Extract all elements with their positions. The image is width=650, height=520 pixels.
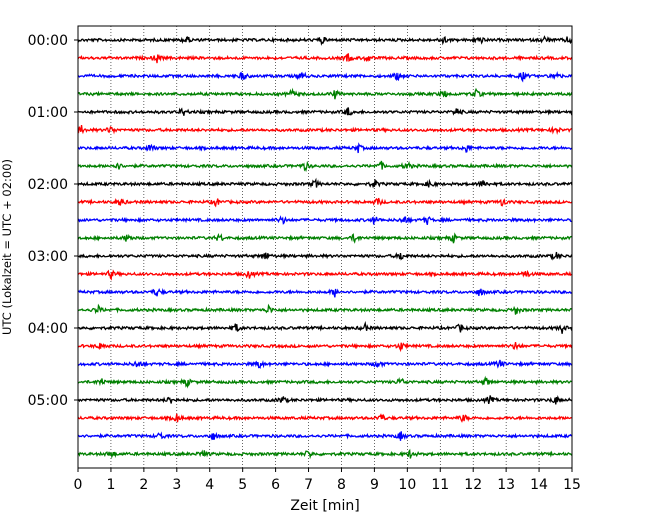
x-tick-label: 13 (497, 477, 515, 493)
seismogram-trace (77, 431, 573, 441)
y-tick-label: 02:00 (28, 177, 68, 193)
seismogram-trace (77, 269, 573, 281)
y-tick-label: 03:00 (28, 249, 68, 265)
seismogram-trace (77, 341, 573, 353)
seismogram-trace (77, 232, 573, 244)
seismogram-trace (77, 160, 573, 173)
seismogram-trace (77, 395, 573, 405)
seismogram-trace (77, 71, 573, 83)
seismogram-trace (77, 177, 573, 189)
y-tick-label: 01:00 (28, 105, 68, 121)
y-tick-label: 05:00 (28, 393, 68, 409)
x-tick-label: 6 (271, 477, 280, 493)
y-axis-ticks: 00:00 01:00 02:00 03:00 04:00 05:00 (28, 33, 78, 409)
x-tick-label: 11 (431, 477, 449, 493)
seismogram-trace (77, 215, 573, 225)
x-tick-label: 2 (139, 477, 148, 493)
x-tick-label: 15 (563, 477, 581, 493)
x-tick-label: 3 (172, 477, 181, 493)
seismogram-trace (77, 35, 573, 46)
seismogram-trace (77, 287, 573, 298)
x-axis-ticks: 0 1 2 3 4 5 6 7 8 9 10 11 12 13 14 15 (74, 468, 581, 493)
seismogram-trace (77, 124, 573, 135)
x-tick-label: 5 (238, 477, 247, 493)
seismogram-trace (77, 251, 573, 261)
seismogram-trace (77, 197, 573, 208)
y-axis-label: UTC (Lokalzeit = UTC + 02:00) (0, 159, 14, 335)
seismogram-trace (77, 448, 573, 460)
x-tick-label: 14 (530, 477, 548, 493)
seismogram-trace (77, 413, 573, 423)
seismogram-trace (77, 320, 573, 334)
seismogram-traces (77, 35, 573, 460)
y-tick-label: 00:00 (28, 33, 68, 49)
x-tick-label: 0 (74, 477, 83, 493)
seismogram-trace (77, 142, 573, 154)
x-tick-label: 9 (370, 477, 379, 493)
x-tick-label: 1 (106, 477, 115, 493)
y-tick-label: 04:00 (28, 321, 68, 337)
x-tick-label: 12 (464, 477, 482, 493)
x-tick-label: 8 (337, 477, 346, 493)
seismogram-trace (77, 107, 573, 116)
plot-frame (77, 25, 573, 469)
x-tick-label: 7 (304, 477, 313, 493)
x-tick-label: 10 (398, 477, 416, 493)
seismogram-trace (77, 375, 573, 389)
seismogram-trace (77, 52, 573, 64)
seismogram-trace (77, 87, 573, 100)
x-tick-label: 4 (205, 477, 214, 493)
seismogram-trace (77, 359, 573, 369)
x-axis-label: Zeit [min] (290, 498, 359, 514)
seismogram-trace (77, 303, 573, 315)
